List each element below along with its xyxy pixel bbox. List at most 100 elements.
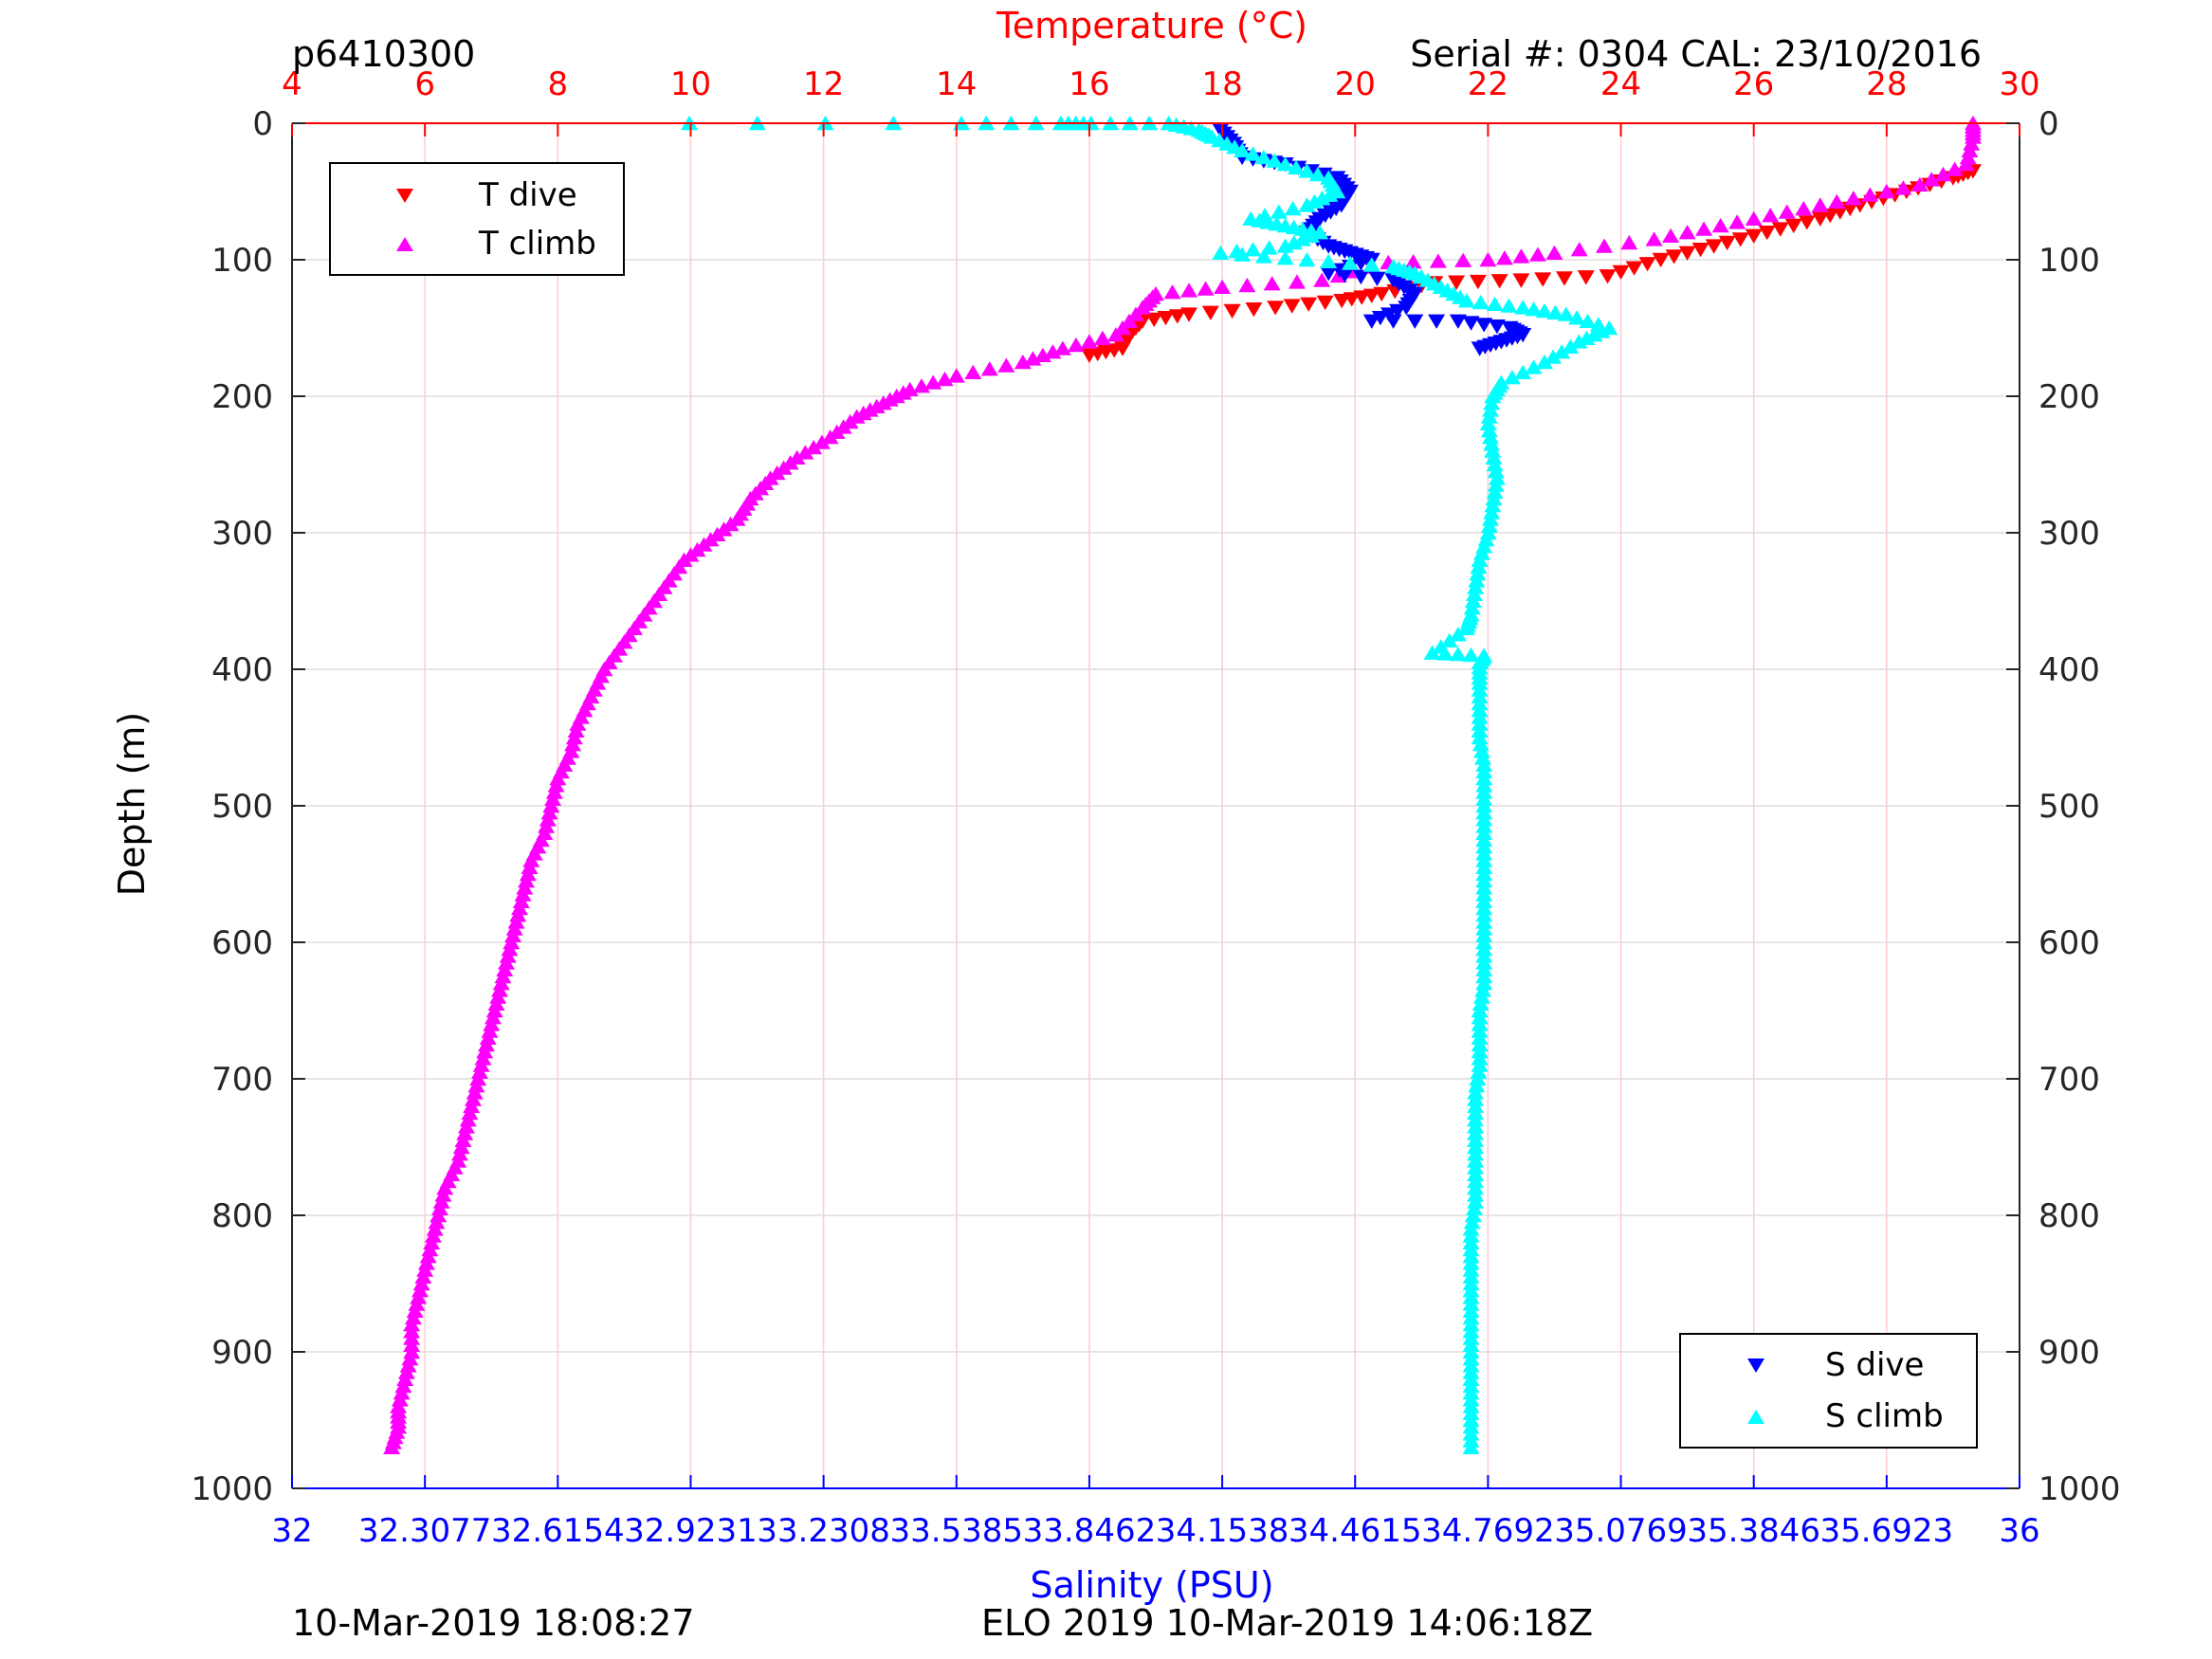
t-climb-marker xyxy=(1844,191,1862,206)
t-climb-marker xyxy=(419,1249,437,1264)
t-climb-marker xyxy=(476,1044,494,1059)
t-climb-marker xyxy=(1828,193,1846,209)
t-climb-marker xyxy=(499,948,517,963)
s-climb-marker xyxy=(1525,301,1543,317)
s-climb-marker xyxy=(1462,647,1480,663)
t-climb-marker xyxy=(1495,250,1513,265)
t-climb-marker xyxy=(1645,231,1663,246)
salinity-tick-label: 33.8462 xyxy=(1023,1512,1157,1550)
depth-tick-label-right: 400 xyxy=(2038,651,2100,689)
s-climb-marker xyxy=(1465,1200,1483,1215)
t-climb-marker xyxy=(1811,197,1829,212)
depth-tick-label-right: 1000 xyxy=(2038,1470,2121,1508)
s-climb-marker xyxy=(1212,245,1230,260)
series-s-climb xyxy=(681,115,1618,1454)
s-climb-marker xyxy=(1486,456,1504,472)
t-climb-marker xyxy=(479,1030,497,1045)
t-climb-marker xyxy=(469,1070,487,1086)
s-climb-marker xyxy=(1474,750,1492,765)
s-dive-marker xyxy=(1384,314,1402,329)
t-climb-marker xyxy=(1528,246,1546,262)
t-climb-marker xyxy=(540,805,558,820)
s-climb-marker xyxy=(1288,159,1306,174)
t-climb-marker xyxy=(450,1146,468,1161)
depth-tick-label-right: 0 xyxy=(2038,105,2059,143)
s-climb-marker xyxy=(1480,422,1498,438)
s-climb-marker xyxy=(1546,304,1564,319)
t-climb-marker xyxy=(1678,225,1696,240)
t-climb-marker xyxy=(564,737,582,752)
s-climb-marker xyxy=(1276,156,1294,172)
t-dive-marker xyxy=(1811,211,1829,227)
s-climb-marker xyxy=(1482,402,1500,417)
temperature-axis-title: Temperature (°C) xyxy=(996,5,1307,46)
temperature-tick-label: 16 xyxy=(1069,65,1109,103)
t-climb-marker xyxy=(487,995,505,1011)
t-climb-marker xyxy=(477,1036,495,1052)
t-climb-marker xyxy=(430,1207,448,1223)
t-climb-marker xyxy=(1238,277,1256,293)
t-climb-marker xyxy=(414,1268,432,1284)
t-climb-marker xyxy=(813,434,831,449)
s-climb-marker xyxy=(1468,573,1486,588)
legend-t-climb-label: T climb xyxy=(478,225,596,263)
t-climb-marker xyxy=(936,371,954,387)
t-climb-marker xyxy=(549,771,567,786)
footer-timestamp-right: ELO 2019 10-Mar-2019 14:06:18Z xyxy=(981,1602,1593,1644)
salinity-tick-label: 33.5385 xyxy=(889,1512,1023,1550)
t-climb-marker xyxy=(496,961,514,976)
t-climb-marker xyxy=(492,975,510,991)
t-climb-marker xyxy=(1923,172,1941,187)
temperature-tick-label: 18 xyxy=(1201,65,1242,103)
s-dive-marker xyxy=(1449,314,1467,329)
t-climb-marker xyxy=(396,1371,414,1386)
temperature-tick-label: 14 xyxy=(936,65,977,103)
t-climb-marker xyxy=(1093,330,1111,345)
s-dive-marker xyxy=(1406,314,1424,329)
temperature-tick-label: 26 xyxy=(1733,65,1774,103)
s-climb-marker xyxy=(1464,592,1482,609)
t-climb-marker xyxy=(1163,284,1181,300)
t-dive-marker xyxy=(1784,218,1802,234)
salinity-tick-label: 32.9231 xyxy=(624,1512,758,1550)
t-climb-marker xyxy=(421,1241,439,1257)
t-climb-marker xyxy=(1570,242,1588,257)
t-climb-marker xyxy=(567,722,585,738)
t-dive-marker xyxy=(1638,257,1656,272)
t-climb-marker xyxy=(432,1194,450,1209)
depth-tick-label-right: 900 xyxy=(2038,1334,2100,1372)
s-climb-marker xyxy=(1484,498,1502,513)
t-climb-marker xyxy=(964,364,982,379)
s-climb-marker xyxy=(1472,989,1490,1004)
t-dive-marker xyxy=(1201,305,1219,320)
salinity-tick-label: 33.2308 xyxy=(757,1512,890,1550)
s-climb-marker xyxy=(1472,995,1490,1011)
t-dive-marker xyxy=(1555,271,1573,286)
t-dive-marker xyxy=(1448,275,1466,290)
s-dive-marker xyxy=(1475,318,1493,333)
salinity-tick-label: 34.4615 xyxy=(1289,1512,1422,1550)
s-climb-marker xyxy=(1471,552,1489,567)
s-dive-marker xyxy=(1462,316,1480,331)
t-dive-marker xyxy=(1223,303,1241,319)
t-climb-marker xyxy=(1197,281,1215,296)
depth-tick-label-left: 100 xyxy=(211,242,273,280)
t-climb-marker xyxy=(1180,283,1198,298)
s-climb-marker xyxy=(1514,364,1532,379)
t-climb-marker xyxy=(454,1132,472,1147)
t-climb-marker xyxy=(1429,253,1447,268)
temperature-tick-label: 24 xyxy=(1600,65,1641,103)
s-climb-marker xyxy=(1341,255,1359,270)
t-dive-marker xyxy=(1652,252,1670,268)
t-climb-marker xyxy=(416,1262,434,1277)
t-climb-marker xyxy=(518,873,536,888)
t-climb-marker xyxy=(436,1180,454,1195)
t-climb-marker xyxy=(1964,129,1982,144)
t-climb-marker xyxy=(399,1358,417,1373)
t-climb-marker xyxy=(565,729,583,745)
salinity-tick-label: 32.6154 xyxy=(491,1512,625,1550)
t-dive-marker xyxy=(1745,228,1763,244)
legend-s-climb-label: S climb xyxy=(1825,1397,1944,1435)
t-climb-marker xyxy=(466,1085,484,1100)
t-dive-marker xyxy=(1798,215,1816,230)
